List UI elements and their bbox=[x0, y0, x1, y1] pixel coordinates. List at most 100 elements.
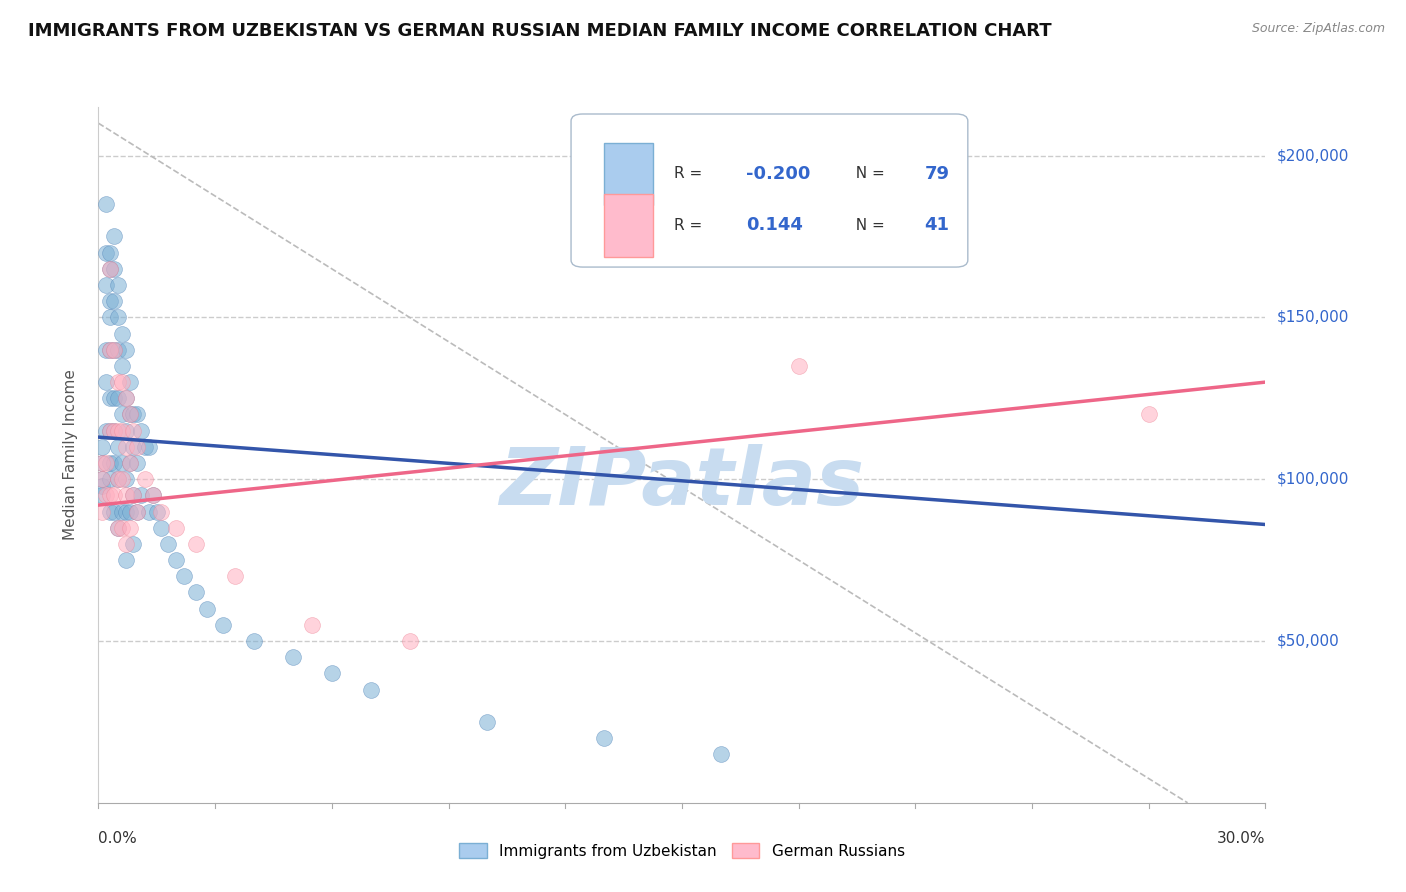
Point bbox=[98, 261, 121, 276]
Text: 0.144: 0.144 bbox=[747, 217, 803, 235]
Point bbox=[91, 456, 114, 470]
Point bbox=[107, 472, 129, 486]
Point bbox=[96, 488, 118, 502]
Point bbox=[96, 245, 118, 260]
Point bbox=[96, 343, 118, 357]
Point bbox=[98, 310, 121, 325]
Point bbox=[103, 504, 125, 518]
Point bbox=[134, 440, 156, 454]
Point bbox=[111, 326, 134, 341]
Point bbox=[107, 440, 129, 454]
Point bbox=[184, 585, 207, 599]
Point bbox=[96, 456, 118, 470]
Point bbox=[301, 617, 323, 632]
Point bbox=[118, 408, 141, 422]
Point bbox=[111, 359, 134, 373]
Point bbox=[111, 408, 134, 422]
Point bbox=[134, 472, 156, 486]
Point bbox=[91, 472, 114, 486]
Point bbox=[118, 504, 141, 518]
Point bbox=[122, 488, 145, 502]
Point bbox=[98, 504, 121, 518]
Point bbox=[165, 521, 187, 535]
Point bbox=[142, 488, 165, 502]
Legend: Immigrants from Uzbekistan, German Russians: Immigrants from Uzbekistan, German Russi… bbox=[453, 837, 911, 864]
Point bbox=[118, 375, 141, 389]
Point bbox=[114, 553, 136, 567]
Point bbox=[321, 666, 343, 681]
Point bbox=[111, 521, 134, 535]
FancyBboxPatch shape bbox=[603, 143, 652, 205]
Point bbox=[103, 424, 125, 438]
Text: 30.0%: 30.0% bbox=[1218, 830, 1265, 846]
Point bbox=[138, 440, 160, 454]
Point bbox=[107, 521, 129, 535]
Y-axis label: Median Family Income: Median Family Income bbox=[63, 369, 77, 541]
Point bbox=[114, 392, 136, 406]
Point bbox=[184, 537, 207, 551]
Point bbox=[122, 537, 145, 551]
Text: -0.200: -0.200 bbox=[747, 165, 810, 183]
Point bbox=[195, 601, 218, 615]
Point bbox=[98, 472, 121, 486]
Point bbox=[107, 375, 129, 389]
Text: R =: R = bbox=[673, 218, 707, 233]
Point bbox=[96, 424, 118, 438]
Point bbox=[127, 504, 149, 518]
Point bbox=[107, 310, 129, 325]
Point bbox=[91, 456, 114, 470]
Point bbox=[103, 294, 125, 309]
Point bbox=[98, 424, 121, 438]
FancyBboxPatch shape bbox=[603, 194, 652, 257]
Point bbox=[149, 521, 172, 535]
Point bbox=[127, 408, 149, 422]
Point bbox=[118, 521, 141, 535]
Point bbox=[360, 682, 382, 697]
Point bbox=[224, 569, 246, 583]
Text: $200,000: $200,000 bbox=[1277, 148, 1348, 163]
Point bbox=[111, 456, 134, 470]
Point bbox=[787, 359, 810, 373]
Point bbox=[91, 440, 114, 454]
Point bbox=[98, 488, 121, 502]
Text: $150,000: $150,000 bbox=[1277, 310, 1348, 325]
Point bbox=[107, 392, 129, 406]
Point bbox=[96, 375, 118, 389]
Point bbox=[165, 553, 187, 567]
Point bbox=[111, 375, 134, 389]
Point bbox=[146, 504, 169, 518]
Point bbox=[98, 343, 121, 357]
Text: ZIPatlas: ZIPatlas bbox=[499, 443, 865, 522]
Point bbox=[129, 488, 152, 502]
Point bbox=[111, 424, 134, 438]
Point bbox=[91, 488, 114, 502]
Point bbox=[114, 343, 136, 357]
Point bbox=[710, 747, 733, 762]
Point bbox=[593, 731, 616, 745]
Point bbox=[114, 488, 136, 502]
Point bbox=[114, 504, 136, 518]
Point bbox=[103, 392, 125, 406]
Point bbox=[103, 229, 125, 244]
Text: 41: 41 bbox=[925, 217, 949, 235]
Point bbox=[114, 392, 136, 406]
Text: Source: ZipAtlas.com: Source: ZipAtlas.com bbox=[1251, 22, 1385, 36]
Text: N =: N = bbox=[846, 166, 890, 181]
Point bbox=[118, 456, 141, 470]
Point bbox=[103, 343, 125, 357]
Point bbox=[111, 504, 134, 518]
Point bbox=[127, 440, 149, 454]
Text: N =: N = bbox=[846, 218, 890, 233]
Text: R =: R = bbox=[673, 166, 707, 181]
Point bbox=[477, 714, 499, 729]
Point bbox=[103, 261, 125, 276]
Text: 79: 79 bbox=[925, 165, 949, 183]
Point bbox=[103, 456, 125, 470]
Point bbox=[281, 650, 304, 665]
Point bbox=[138, 504, 160, 518]
Point bbox=[212, 617, 235, 632]
Point bbox=[173, 569, 195, 583]
Point bbox=[118, 408, 141, 422]
Point bbox=[91, 478, 114, 492]
Point bbox=[122, 424, 145, 438]
